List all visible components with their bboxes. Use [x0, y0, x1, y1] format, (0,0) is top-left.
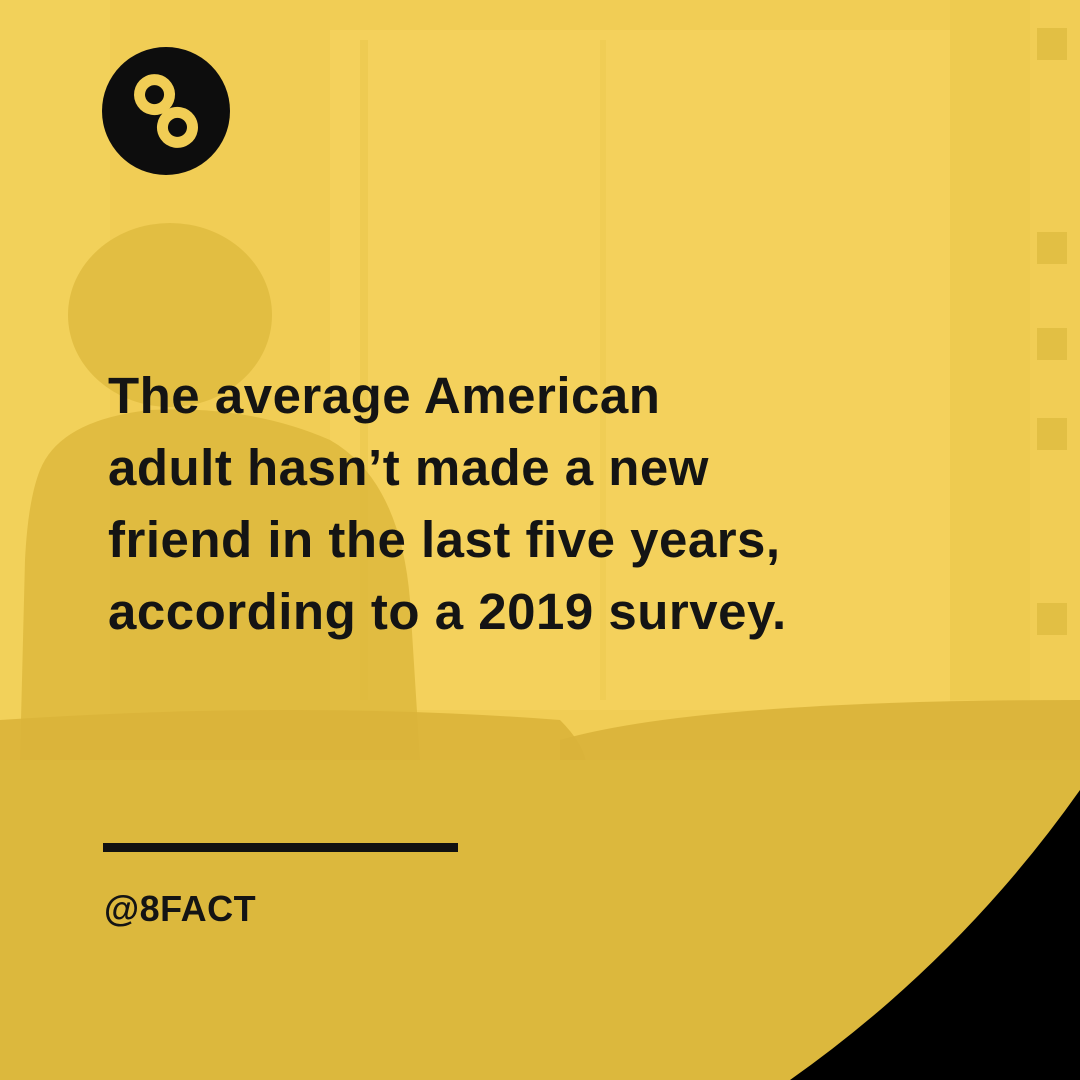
divider-bar	[103, 843, 458, 852]
fact-line: friend in the last five years,	[108, 511, 781, 568]
infinity-eight-icon	[102, 47, 230, 175]
fact-line: according to a 2019 survey.	[108, 583, 787, 640]
fact-statement: The average American adult hasn’t made a…	[108, 360, 928, 648]
fact-line: adult hasn’t made a new	[108, 439, 709, 496]
fact-line: The average American	[108, 367, 661, 424]
brand-handle: @8FACT	[104, 888, 257, 929]
